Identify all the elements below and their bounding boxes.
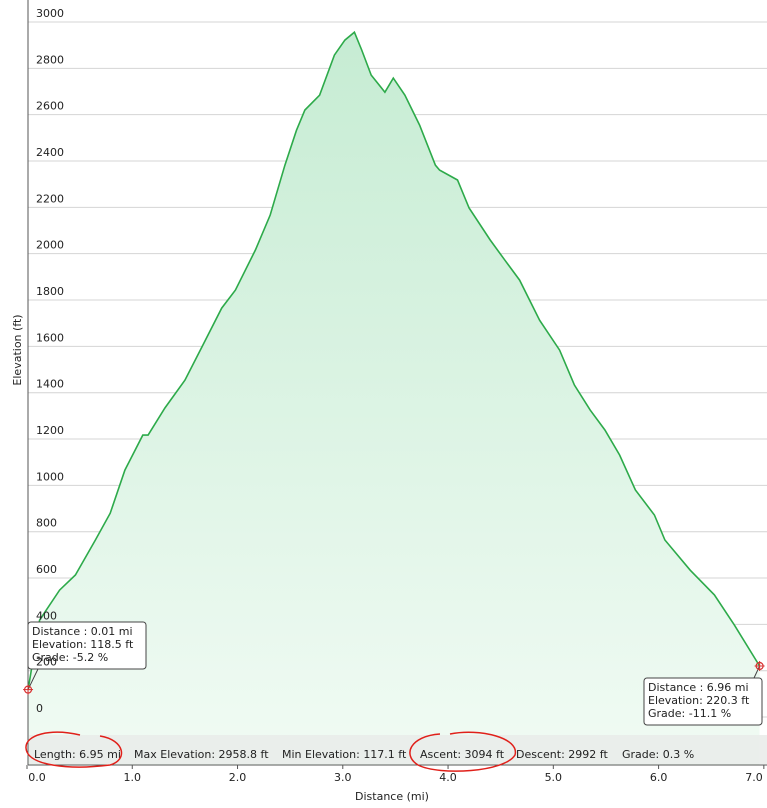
y-tick-label: 2800 — [36, 53, 64, 66]
y-tick-label: 2400 — [36, 146, 64, 159]
y-tick-label: 1000 — [36, 470, 64, 483]
y-tick-label: 2600 — [36, 100, 64, 113]
stats: Length: 6.95 mi Max Elevation: 2958.8 ft M… — [34, 748, 694, 761]
y-axis-label: Elevation (ft) — [11, 314, 24, 385]
highlight-circles — [25, 731, 516, 772]
x-tick-label: 4.0 — [439, 771, 457, 784]
y-tick-label: 1200 — [36, 424, 64, 437]
tooltip-text: Grade: -5.2 % — [32, 651, 108, 664]
stat: Min Elevation: 117.1 ft — [282, 748, 407, 761]
circle — [25, 731, 123, 768]
y-tick-label: 200 — [36, 656, 57, 669]
y-tick-label: 2000 — [36, 239, 64, 252]
circle — [409, 731, 516, 772]
stat: Length: 6.95 mi — [34, 748, 121, 761]
x-tick-label: 6.0 — [650, 771, 668, 784]
x-tick-label: 3.0 — [334, 771, 352, 784]
stat: Grade: 0.3 % — [622, 748, 694, 761]
stat: Descent: 2992 ft — [516, 748, 608, 761]
x-tick-label: 1.0 — [124, 771, 142, 784]
x-tick-label: 5.0 — [545, 771, 563, 784]
stats-bar — [29, 735, 767, 764]
x-tick-label: 2.0 — [229, 771, 247, 784]
y-tick-label: 600 — [36, 563, 57, 576]
area-fill — [28, 32, 760, 765]
x-tick-label: 7.0 — [745, 771, 763, 784]
y-tick-label: 1800 — [36, 285, 64, 298]
y-tick-label: 1400 — [36, 378, 64, 391]
tooltip-text: Distance : 0.01 mi — [32, 625, 133, 638]
tooltip-box — [27, 621, 147, 670]
stat: Max Elevation: 2958.8 ft — [134, 748, 269, 761]
x-tick-label: 0.0 — [28, 771, 46, 784]
x-axis-label: Distance (mi) — [355, 790, 429, 803]
y-tick-label: 1600 — [36, 331, 64, 344]
tooltip-box — [643, 677, 763, 726]
y-tick-label: 400 — [36, 609, 57, 622]
y-tick-label: 800 — [36, 517, 57, 530]
tooltip-text: Distance : 6.96 mi — [648, 681, 749, 694]
elevation-line — [27, 30, 761, 690]
stat: Ascent: 3094 ft — [420, 748, 505, 761]
y-tick-label: 0 — [36, 702, 43, 715]
y-tick-label: 3000 — [36, 7, 64, 20]
tooltip-text: Grade: -11.1 % — [648, 707, 731, 720]
tooltip-text: Elevation: 220.3 ft — [648, 694, 750, 707]
tooltip-text: Elevation: 118.5 ft — [32, 638, 134, 651]
tooltip-pointer — [753, 665, 761, 679]
y-tick-label: 2200 — [36, 192, 64, 205]
plot — [27, 30, 761, 765]
